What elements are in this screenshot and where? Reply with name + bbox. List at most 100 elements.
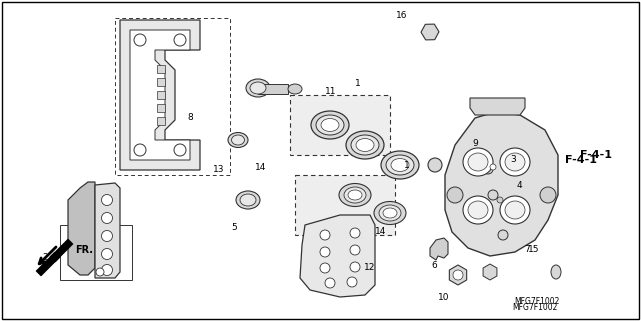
Circle shape [498,230,508,240]
Ellipse shape [505,153,525,171]
Polygon shape [95,183,120,278]
Circle shape [350,262,360,272]
Bar [157,104,165,112]
Text: 12: 12 [364,264,376,273]
Ellipse shape [468,201,488,219]
Circle shape [101,248,113,259]
Bar [258,84,288,94]
Ellipse shape [339,184,371,206]
Circle shape [453,270,463,280]
Ellipse shape [500,196,530,224]
Ellipse shape [250,82,266,94]
Text: MFG7F1002: MFG7F1002 [515,297,560,306]
Circle shape [320,263,330,273]
Polygon shape [295,175,395,235]
Circle shape [101,213,113,223]
Ellipse shape [348,190,362,200]
Ellipse shape [351,135,379,155]
Bar [60,225,132,280]
Ellipse shape [231,135,244,145]
Polygon shape [68,182,95,275]
Text: 3: 3 [510,154,516,163]
Ellipse shape [311,111,349,139]
Circle shape [490,164,496,170]
Text: F-4-1: F-4-1 [580,150,612,160]
Polygon shape [36,239,73,276]
Text: FR.: FR. [75,245,93,255]
Circle shape [320,247,330,257]
Circle shape [483,164,493,174]
Text: 1: 1 [404,160,410,169]
Ellipse shape [346,131,384,159]
Text: 11: 11 [325,86,337,96]
Circle shape [174,34,186,46]
Ellipse shape [240,194,256,206]
Text: 2: 2 [42,254,48,263]
Circle shape [497,197,503,203]
Ellipse shape [236,191,260,209]
Circle shape [320,230,330,240]
Text: MFG7F1002: MFG7F1002 [513,303,558,312]
Ellipse shape [344,187,366,203]
Circle shape [540,187,556,203]
Text: 14: 14 [375,228,387,237]
Polygon shape [300,215,375,297]
Text: 6: 6 [431,261,437,270]
Polygon shape [120,20,200,170]
Polygon shape [445,112,558,256]
Ellipse shape [383,208,397,218]
Ellipse shape [381,151,419,179]
Polygon shape [470,98,525,115]
Ellipse shape [551,265,561,279]
Circle shape [488,190,498,200]
Circle shape [350,228,360,238]
Bar [157,117,165,125]
Ellipse shape [288,84,302,94]
Circle shape [96,268,104,276]
Circle shape [347,277,357,287]
Bar [157,65,165,73]
Ellipse shape [468,153,488,171]
Text: 5: 5 [231,222,237,231]
Text: 7: 7 [524,246,529,255]
Ellipse shape [505,201,525,219]
Text: 14: 14 [255,162,267,171]
Circle shape [101,230,113,241]
Ellipse shape [316,115,344,135]
Ellipse shape [374,202,406,224]
Ellipse shape [321,118,339,132]
Text: MOTORPARTS: MOTORPARTS [223,170,457,199]
Ellipse shape [386,155,414,175]
Ellipse shape [379,205,401,221]
Text: 1: 1 [355,80,361,89]
Bar [157,78,165,86]
Bar [157,91,165,99]
Circle shape [447,187,463,203]
Ellipse shape [463,196,493,224]
Text: 15: 15 [528,246,540,255]
Text: 8: 8 [187,114,193,123]
Text: 10: 10 [438,293,449,302]
Text: 16: 16 [396,12,408,21]
Text: 4: 4 [517,180,522,189]
Polygon shape [130,30,190,160]
Circle shape [134,34,146,46]
Circle shape [350,245,360,255]
Circle shape [174,144,186,156]
Circle shape [134,144,146,156]
Ellipse shape [463,148,493,176]
Ellipse shape [228,133,248,148]
Ellipse shape [391,159,409,171]
Ellipse shape [500,148,530,176]
Polygon shape [430,238,448,260]
Polygon shape [290,95,390,155]
Ellipse shape [356,138,374,152]
Circle shape [101,265,113,275]
Text: F-4-1: F-4-1 [565,155,597,165]
Circle shape [101,195,113,205]
Ellipse shape [246,79,270,97]
Text: 13: 13 [213,166,224,175]
Text: 9: 9 [472,140,478,149]
Circle shape [428,158,442,172]
Circle shape [325,278,335,288]
